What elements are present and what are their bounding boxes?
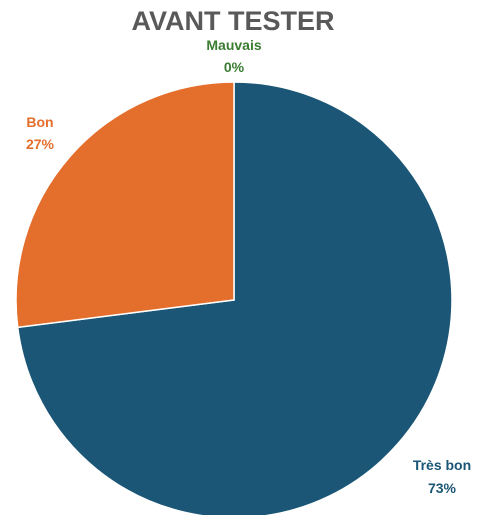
slice-label-mauvais: Mauvais [206, 37, 261, 53]
pie-slice-tr-s-bon [16, 81, 453, 519]
slice-value-tres-bon: 73% [428, 480, 457, 496]
pie-slice-bon [15, 81, 235, 329]
slice-label-bon: Bon [26, 114, 53, 130]
pie-slices [15, 81, 453, 519]
slice-value-mauvais: 0% [224, 59, 245, 75]
slice-value-bon: 27% [26, 136, 55, 152]
slice-label-tres-bon: Très bon [413, 457, 471, 473]
chart-title: AVANT TESTER [131, 6, 334, 36]
